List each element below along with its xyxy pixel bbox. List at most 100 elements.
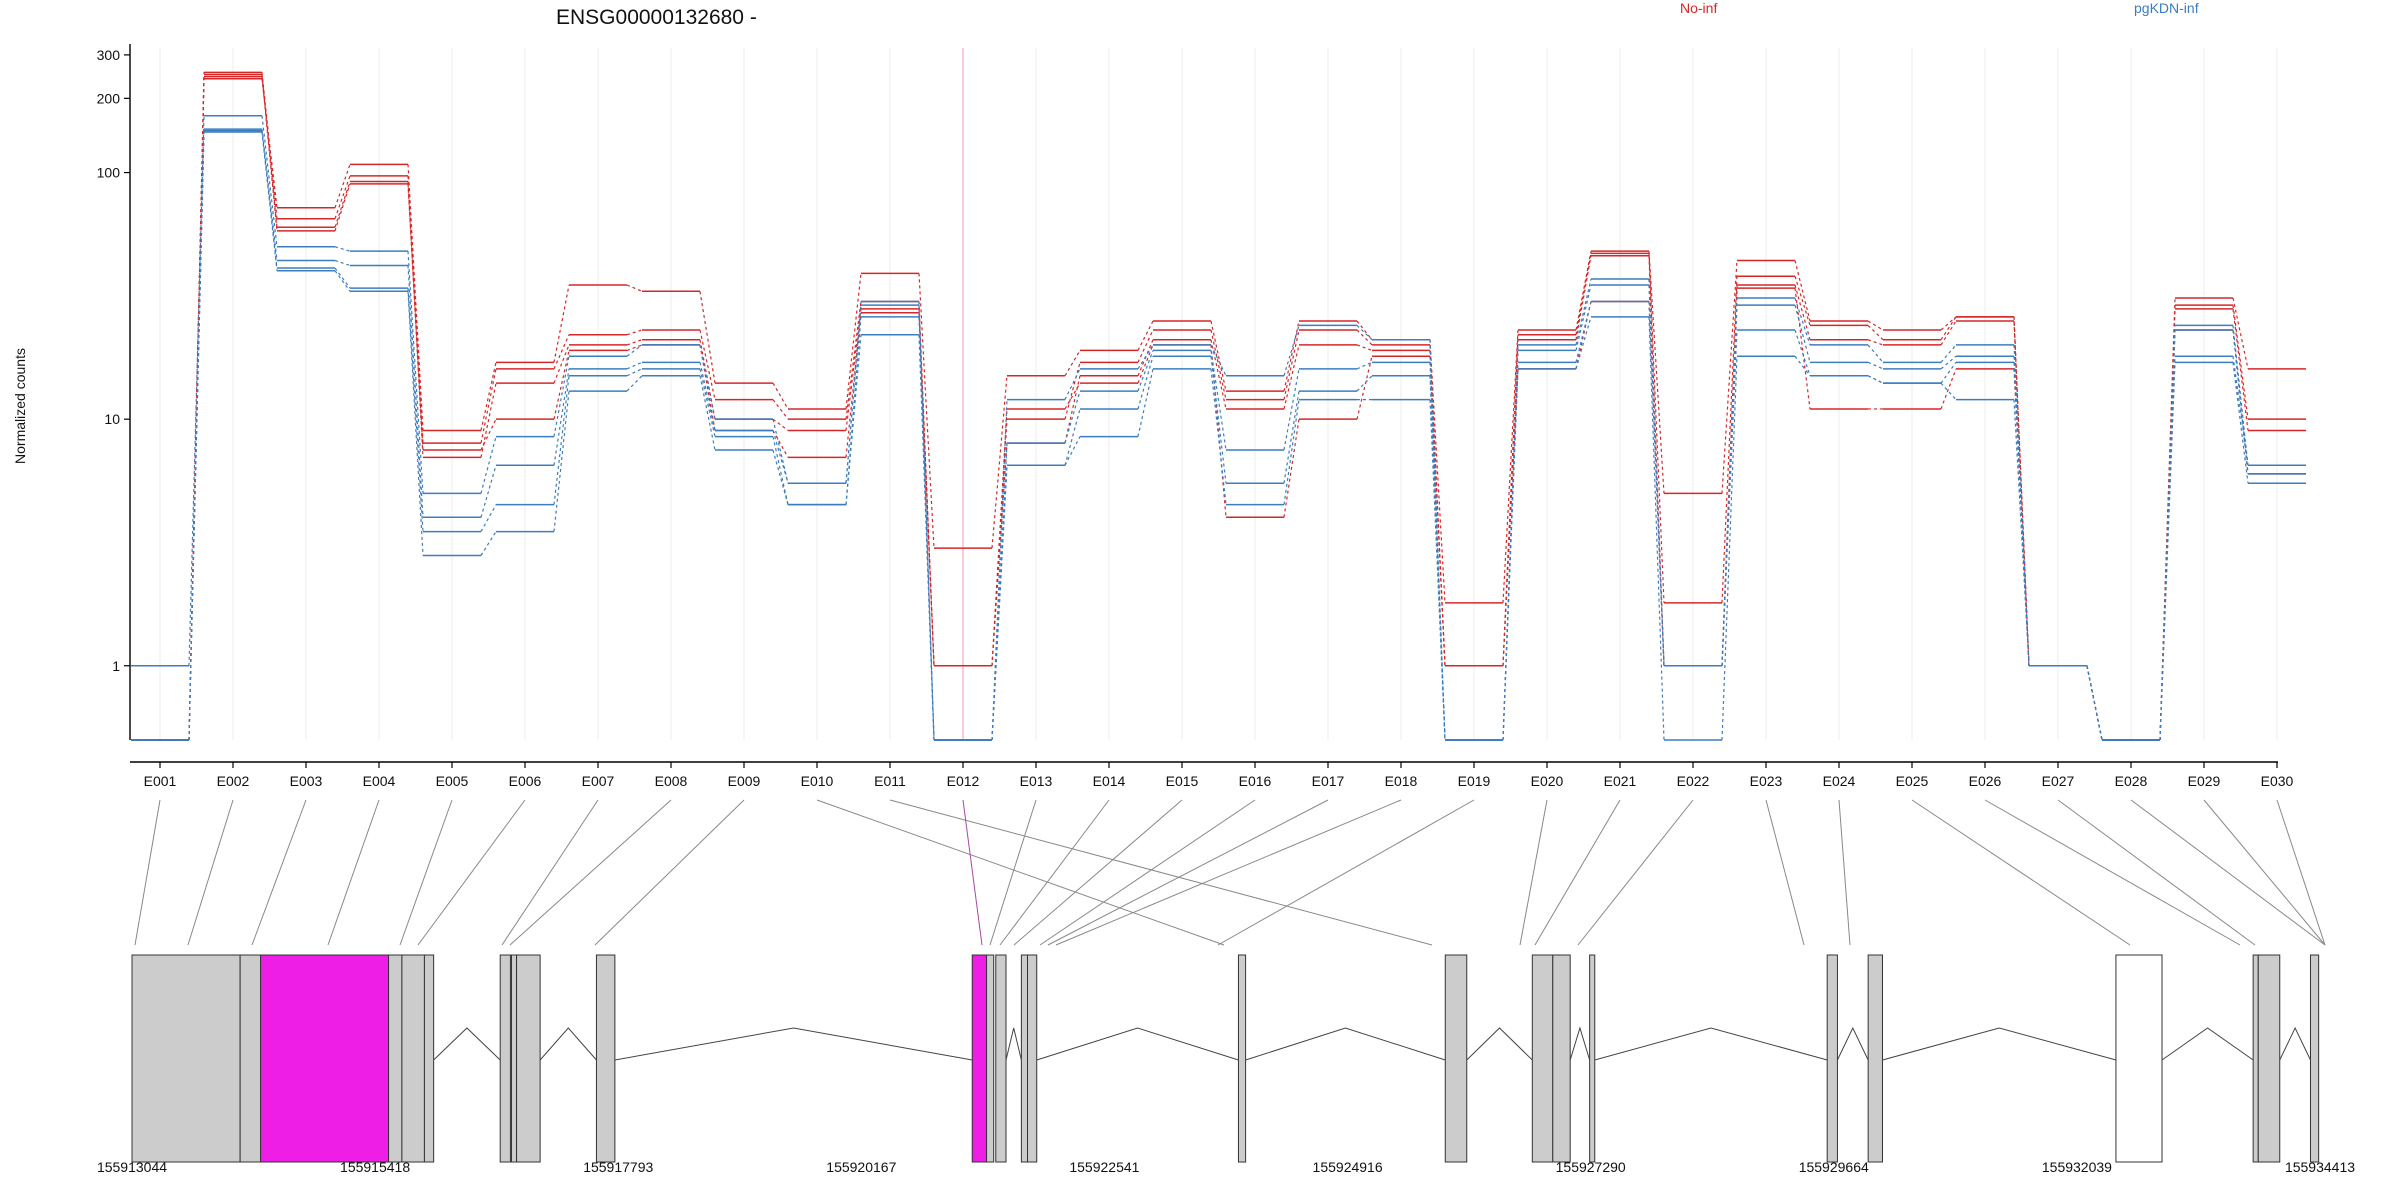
- mapping-line-e004: [327, 799, 380, 946]
- exon-box-2: [239, 954, 262, 1163]
- genomic-coordinate-label-4: 155920167: [826, 1159, 896, 1175]
- connector-e001: [188, 76, 205, 741]
- connector-e007: [626, 361, 643, 370]
- connector-e024: [1867, 339, 1884, 346]
- x-tick-label-e015: E015: [1166, 773, 1199, 789]
- connector-e018: [1429, 356, 1446, 666]
- connector-e006: [553, 391, 570, 532]
- connector-e002: [261, 131, 278, 271]
- connector-e020: [1575, 301, 1592, 369]
- connector-e003: [334, 259, 351, 267]
- connector-e015: [1210, 368, 1227, 505]
- connector-e002: [261, 129, 278, 261]
- connector-e003: [334, 164, 351, 208]
- connector-e013: [1064, 362, 1081, 420]
- intron-2: [539, 1027, 597, 1061]
- connector-e025: [1940, 320, 1957, 346]
- connector-e018: [1429, 339, 1446, 603]
- connector-e012: [991, 408, 1008, 666]
- mapping-line-e030: [2276, 799, 2326, 946]
- connector-e016: [1283, 325, 1300, 376]
- x-tick-label-e005: E005: [436, 773, 469, 789]
- connector-e008: [699, 368, 716, 437]
- connector-e008: [699, 344, 716, 420]
- mapping-line-e006: [417, 799, 526, 946]
- x-tick-label-e019: E019: [1458, 773, 1491, 789]
- mapping-line-e009: [594, 799, 745, 946]
- exon-box-10: [595, 954, 616, 1163]
- connector-e024: [1867, 375, 1884, 384]
- connector-e022: [1721, 329, 1738, 666]
- connector-e002: [261, 130, 278, 269]
- connector-e018: [1429, 339, 1446, 741]
- intron-3: [614, 1027, 973, 1061]
- connector-e024: [1867, 344, 1884, 363]
- connector-e029: [2232, 362, 2249, 484]
- series-no-inf-2: [131, 71, 2306, 741]
- y-tick-label-300: 300: [97, 47, 121, 63]
- intron-1: [433, 1027, 501, 1061]
- connector-e017: [1356, 356, 1373, 420]
- x-tick-label-e016: E016: [1239, 773, 1272, 789]
- connector-e028: [2159, 362, 2176, 741]
- intron-8: [1569, 1026, 1591, 1061]
- connector-e002: [261, 115, 278, 247]
- connector-e022: [1721, 260, 1738, 494]
- connector-e009: [772, 418, 789, 431]
- exon-box-12: [986, 954, 995, 1163]
- exon-box-11: [971, 954, 988, 1163]
- series-pgkdn-inf-5: [131, 114, 2306, 741]
- connector-e026: [2013, 362, 2030, 666]
- connector-e002: [261, 78, 278, 208]
- intron-11: [1882, 1027, 2117, 1061]
- connector-e025: [1940, 344, 1957, 363]
- connector-e012: [991, 399, 1008, 741]
- connector-e001: [188, 115, 205, 666]
- connector-e005: [480, 436, 497, 494]
- series-pgkdn-inf-8: [131, 131, 2306, 741]
- exon-box-6: [423, 954, 435, 1163]
- connector-e007: [626, 329, 643, 336]
- connector-e016: [1283, 344, 1300, 410]
- connector-e008: [699, 375, 716, 451]
- connector-e020: [1575, 255, 1592, 340]
- mapping-line-e001: [134, 799, 161, 946]
- connector-e020: [1575, 251, 1592, 331]
- connector-e013: [1064, 382, 1081, 410]
- x-tick-label-e010: E010: [801, 773, 834, 789]
- connector-e027: [2086, 665, 2103, 741]
- exon-mapping-lines: [134, 799, 2326, 946]
- connector-e011: [918, 301, 935, 741]
- genomic-coordinate-label-5: 155922541: [1069, 1159, 1139, 1175]
- connector-e014: [1137, 344, 1154, 384]
- connector-e006: [553, 344, 570, 384]
- intron-6: [1245, 1027, 1446, 1061]
- connector-e021: [1648, 316, 1665, 741]
- connector-e016: [1283, 368, 1300, 451]
- connector-e021: [1648, 253, 1665, 603]
- y-tick-label-200: 200: [97, 90, 121, 106]
- connector-e026: [2013, 356, 2030, 666]
- series-lines: [131, 71, 2306, 741]
- connector-e021: [1648, 251, 1665, 494]
- x-tick-label-e013: E013: [1020, 773, 1053, 789]
- connector-e023: [1794, 304, 1811, 363]
- connector-e025: [1940, 316, 1957, 341]
- connector-e017: [1356, 344, 1373, 351]
- connector-e004: [407, 251, 424, 494]
- connector-e017: [1356, 361, 1373, 370]
- connector-e019: [1502, 368, 1519, 666]
- connector-e021: [1648, 301, 1665, 666]
- connector-e004: [407, 183, 424, 451]
- connector-e013: [1064, 350, 1081, 377]
- intron-5: [1036, 1027, 1239, 1061]
- connector-e029: [2232, 297, 2249, 369]
- connector-e029: [2232, 329, 2249, 474]
- x-tick-label-e009: E009: [728, 773, 761, 789]
- genomic-coordinate-label-9: 155932039: [2042, 1159, 2112, 1175]
- exon-box-15: [1027, 954, 1038, 1163]
- connector-e008: [699, 362, 716, 431]
- mapping-line-e018: [1055, 799, 1402, 946]
- connector-e016: [1283, 329, 1300, 400]
- connector-e016: [1283, 399, 1300, 505]
